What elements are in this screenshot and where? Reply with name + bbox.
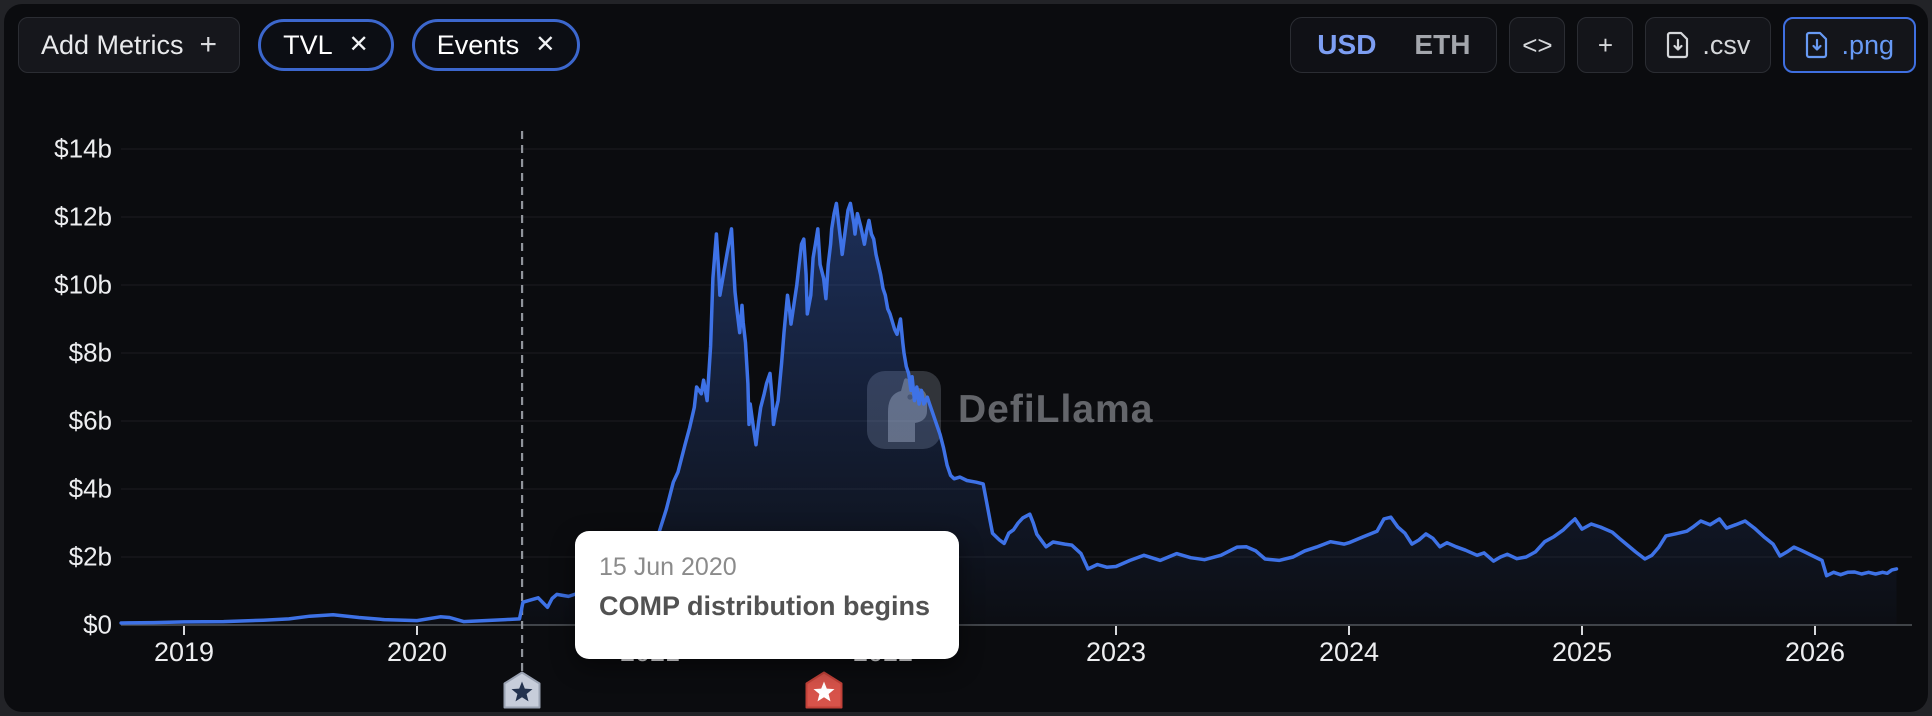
plus-icon: + [199,28,218,61]
close-icon[interactable]: ✕ [535,31,556,58]
add-metrics-label: Add Metrics [41,29,184,60]
plus-icon: + [1597,29,1614,60]
code-brackets-icon: <> [1522,29,1553,60]
download-file-icon [1667,31,1689,59]
x-axis-tick-label: 2025 [1551,637,1613,667]
currency-option-usd[interactable]: USD [1317,29,1377,60]
y-axis-tick-label: $14b [54,133,112,164]
embed-code-button[interactable]: <> [1509,17,1566,73]
y-axis-tick-label: $10b [54,269,112,300]
add-chart-button[interactable]: + [1577,17,1634,73]
y-axis-tick-label: $4b [68,473,112,504]
x-axis-tick-label: 2026 [1784,637,1846,667]
chip-label: TVL [283,29,333,60]
metric-chip-tvl[interactable]: TVL ✕ [258,19,394,71]
csv-label: .csv [1702,29,1751,60]
tooltip-date: 15 Jun 2020 [599,553,737,581]
event-marker-star-badge[interactable] [805,671,843,709]
y-axis-tick-label: $2b [68,541,112,572]
download-csv-button[interactable]: .csv [1645,17,1772,73]
png-label: .png [1841,29,1894,60]
close-icon[interactable]: ✕ [348,31,369,58]
toolbar: Add Metrics + TVL ✕ Events ✕ USD ETH <> … [18,14,1916,76]
toolbar-right: USD ETH <> + .csv .png [1290,17,1916,73]
add-metrics-button[interactable]: Add Metrics + [18,17,241,73]
event-marker-star-badge[interactable] [503,671,541,709]
chart-card: DefiLlama $0 $2b $4b $6b $8b $10b $12b $14b 201… [4,4,1928,712]
y-axis-tick-label: $12b [54,201,112,232]
download-png-button[interactable]: .png [1783,17,1916,73]
star-icon [503,671,541,709]
toolbar-left: Add Metrics + TVL ✕ Events ✕ [18,17,581,73]
tvl-chart-svg[interactable] [4,4,1928,712]
y-axis-tick-label: $8b [68,337,112,368]
chip-label: Events [436,29,520,60]
y-axis-tick-label: $6b [68,405,112,436]
star-icon [805,671,843,709]
metric-chip-events[interactable]: Events ✕ [411,19,581,71]
currency-toggle: USD ETH [1290,17,1498,73]
download-file-icon [1806,31,1828,59]
event-tooltip: 15 Jun 2020 COMP distribution begins [575,531,959,659]
tooltip-title: COMP distribution begins [599,591,931,621]
x-axis-tick-label: 2019 [153,637,215,667]
x-axis-tick-label: 2023 [1085,637,1147,667]
x-axis-tick-label: 2024 [1318,637,1380,667]
currency-option-eth[interactable]: ETH [1414,29,1471,60]
watermark-text: DefiLlama [958,388,1154,431]
y-axis-tick-label: $0 [83,609,112,640]
x-axis-tick-label: 2020 [386,637,448,667]
